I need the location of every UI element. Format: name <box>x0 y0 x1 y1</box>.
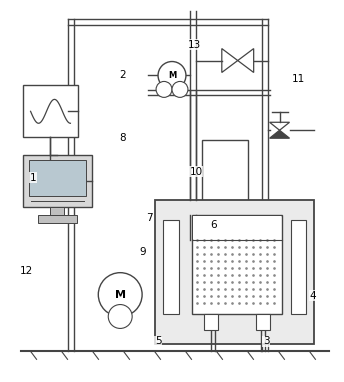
Text: 2: 2 <box>119 70 126 80</box>
Bar <box>256 314 270 330</box>
Polygon shape <box>238 49 254 73</box>
Bar <box>155 200 314 345</box>
Text: 13: 13 <box>187 39 201 50</box>
Bar <box>202 140 248 230</box>
Bar <box>23 86 78 137</box>
Circle shape <box>172 81 188 97</box>
Text: 12: 12 <box>20 266 33 276</box>
Text: 8: 8 <box>119 133 126 143</box>
Bar <box>193 216 281 239</box>
Bar <box>163 220 179 314</box>
Text: 10: 10 <box>190 167 203 177</box>
Bar <box>29 160 86 196</box>
Circle shape <box>98 273 142 317</box>
Text: 7: 7 <box>147 213 153 223</box>
Circle shape <box>156 81 172 97</box>
Polygon shape <box>270 122 290 130</box>
Bar <box>37 215 77 223</box>
Text: 4: 4 <box>309 291 316 301</box>
Bar <box>23 155 92 207</box>
Text: 6: 6 <box>210 220 216 230</box>
Text: 11: 11 <box>292 74 305 84</box>
Polygon shape <box>222 49 238 73</box>
Text: M: M <box>115 290 126 299</box>
Text: M: M <box>168 71 176 80</box>
Bar <box>51 207 64 215</box>
Bar <box>204 314 218 330</box>
Circle shape <box>108 304 132 329</box>
Text: 3: 3 <box>263 336 270 346</box>
Circle shape <box>158 62 186 89</box>
Bar <box>291 220 307 314</box>
Text: 9: 9 <box>140 247 146 257</box>
Polygon shape <box>270 130 290 138</box>
Text: 1: 1 <box>30 173 36 183</box>
Bar <box>192 215 281 314</box>
Text: 5: 5 <box>155 336 162 346</box>
